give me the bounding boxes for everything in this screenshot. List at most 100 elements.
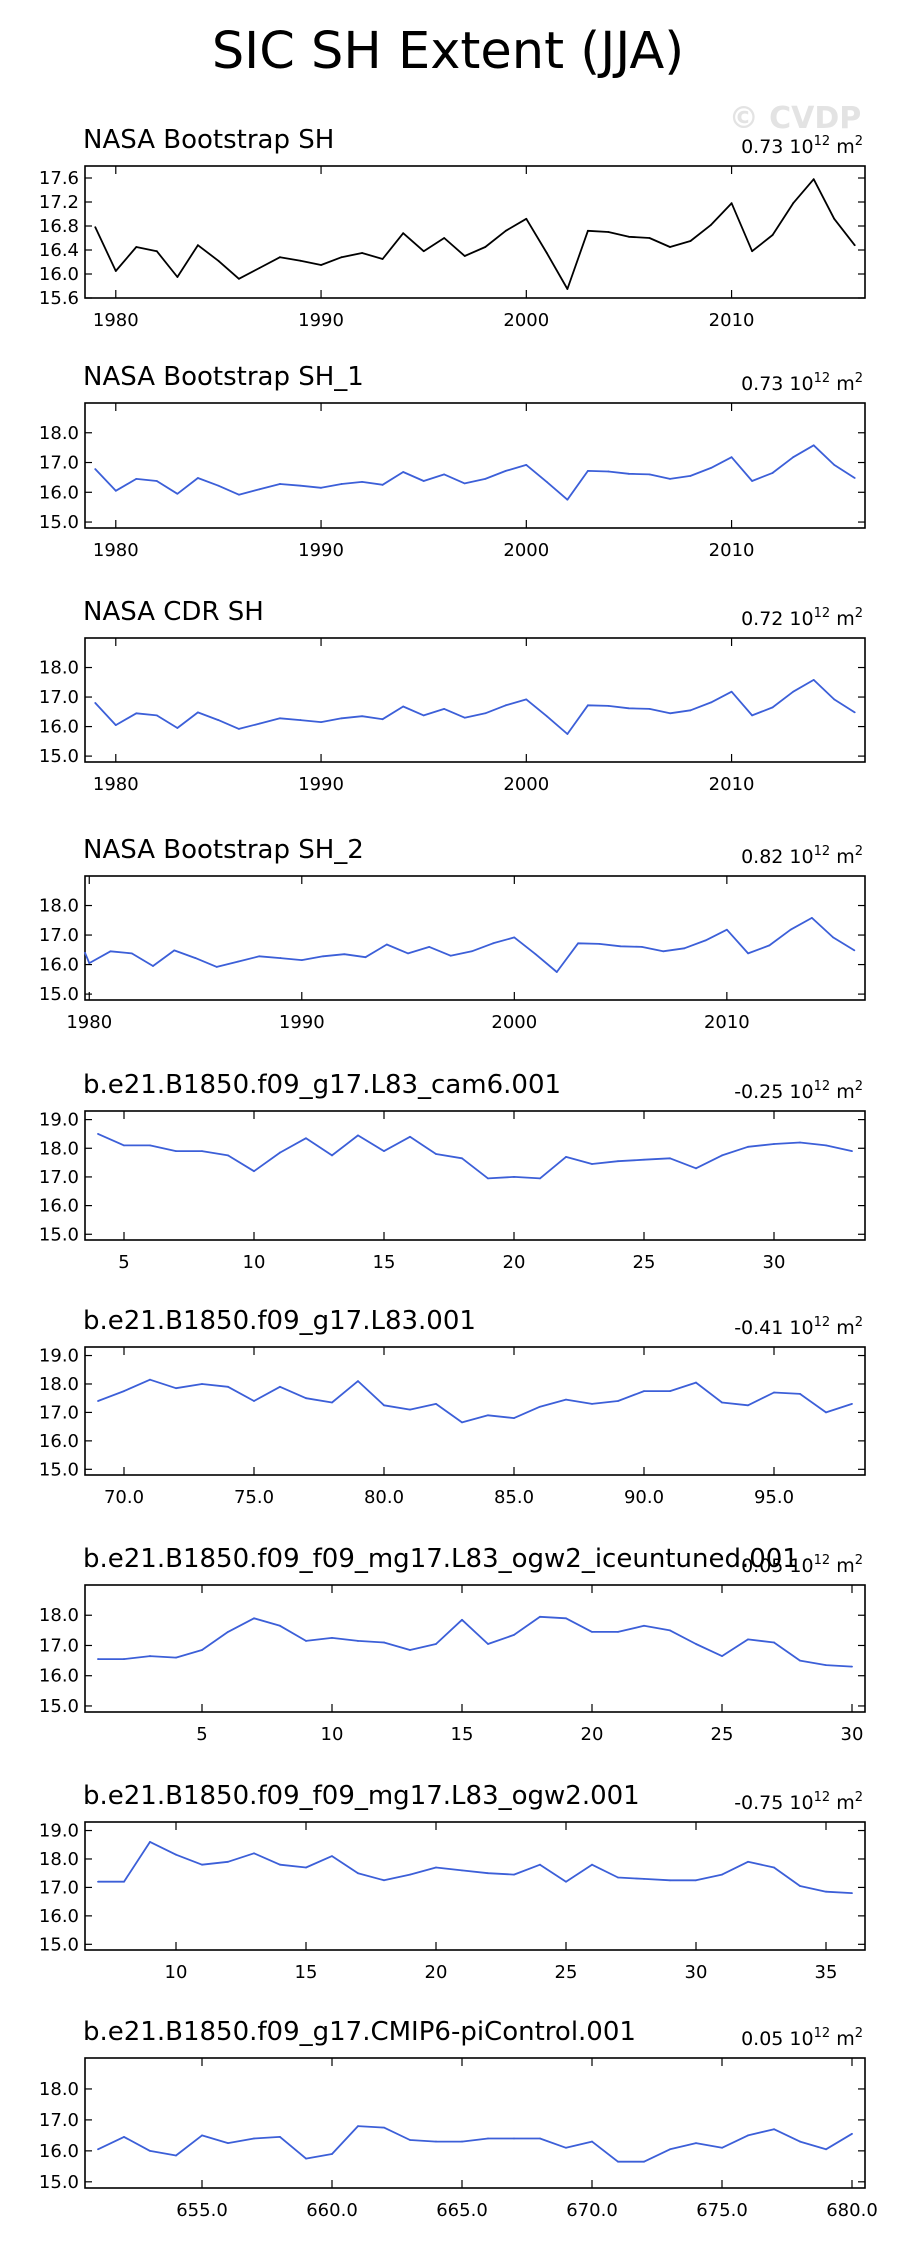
data-point: [669, 712, 671, 715]
data-point: [97, 1400, 99, 1402]
y-tick-label: 17.0: [39, 453, 79, 474]
data-point: [504, 469, 507, 472]
data-point: [299, 484, 302, 487]
data-point: [299, 719, 302, 721]
data-point: [402, 705, 405, 708]
data-point: [577, 942, 579, 945]
data-point: [422, 250, 425, 253]
x-tick-label: 30: [685, 1962, 708, 1983]
data-point: [525, 464, 528, 466]
trend-unit-exponent: 2: [855, 1790, 863, 1805]
data-point: [253, 1617, 255, 1620]
data-point: [832, 936, 835, 939]
x-tick-label: 85.0: [494, 1487, 534, 1508]
data-point: [305, 1640, 307, 1642]
data-point: [487, 1177, 489, 1180]
y-tick-label: 19.0: [39, 1346, 79, 1367]
data-point: [331, 1154, 333, 1157]
y-tick-label: 15.0: [39, 1696, 79, 1717]
plot-frame: [84, 637, 866, 763]
data-point: [565, 2146, 567, 2149]
x-tick-label: 25: [555, 1962, 578, 1983]
panel-6: b.e21.B1850.f09_g17.L83.001 -0.41 1012 m2…: [39, 1306, 866, 1508]
plot-frame: [84, 1110, 866, 1241]
x-tick-label: 25: [711, 1724, 734, 1745]
data-point: [598, 943, 601, 945]
data-point: [435, 2140, 437, 2143]
data-point: [513, 1176, 515, 1178]
data-point: [617, 1630, 619, 1633]
data-point: [643, 1877, 645, 1880]
data-point: [123, 1390, 125, 1392]
data-point: [175, 1656, 177, 1659]
data-point: [513, 936, 516, 939]
data-point: [217, 484, 220, 487]
data-point: [747, 1638, 749, 1641]
data-point: [383, 1404, 385, 1407]
data-point: [357, 2125, 359, 2127]
data-point: [851, 1402, 853, 1405]
trend-value: 0.73: [741, 373, 783, 395]
x-tick-label: 95.0: [754, 1487, 794, 1508]
data-point: [279, 1863, 281, 1866]
x-tick-label: 30: [763, 1252, 786, 1273]
x-tick-label: 665.0: [436, 2200, 488, 2221]
x-tick-label: 15: [295, 1962, 318, 1983]
y-tick-label: 15.0: [39, 746, 79, 767]
panel-title: b.e21.B1850.f09_g17.L83_cam6.001: [83, 1070, 561, 1100]
data-point: [409, 1649, 411, 1651]
data-point: [94, 702, 97, 704]
panel-2: NASA Bootstrap SH_1 0.73 1012 m2 15.0 16.0 1…: [39, 362, 866, 561]
data-point: [155, 714, 158, 717]
data-point: [484, 246, 487, 248]
data-point: [504, 229, 507, 232]
trend-prefix: 10: [789, 1317, 813, 1339]
x-tick-label: 5: [196, 1724, 207, 1745]
y-tick-label: 15.0: [39, 512, 79, 533]
trend-value: 0.82: [741, 846, 783, 868]
data-point: [135, 712, 138, 715]
data-point: [825, 1144, 827, 1147]
trend-prefix: 10: [789, 2028, 813, 2050]
series-line: [97, 2125, 853, 2163]
x-tick-label: 10: [321, 1724, 344, 1745]
data-point: [792, 202, 795, 205]
y-tick-label: 17.0: [39, 925, 79, 946]
x-tick-label: 675.0: [696, 2200, 748, 2221]
x-tick-label: 1990: [298, 310, 344, 331]
y-tick-label: 16.0: [39, 1431, 79, 1452]
trend-unit: m: [836, 1792, 855, 1814]
data-point: [773, 1641, 775, 1644]
data-point: [648, 237, 651, 239]
data-point: [123, 2136, 125, 2138]
data-point: [196, 711, 199, 714]
data-point: [773, 1391, 775, 1394]
y-tick-label: 16.0: [39, 955, 79, 976]
data-point: [94, 468, 97, 470]
data-point: [340, 256, 343, 259]
data-point: [331, 1637, 333, 1639]
data-point: [201, 1383, 203, 1385]
y-tick-label: 16.0: [39, 264, 79, 285]
y-tick-label: 15.0: [39, 1934, 79, 1955]
data-point: [422, 714, 425, 717]
data-point: [640, 945, 643, 948]
data-point: [175, 1853, 177, 1856]
data-point: [617, 1876, 619, 1879]
trend-unit: m: [836, 136, 855, 158]
data-point: [710, 701, 712, 704]
x-tick-label: 70.0: [104, 1487, 144, 1508]
data-point: [383, 1879, 385, 1882]
data-point: [851, 1892, 853, 1895]
trend-prefix: 10: [789, 1792, 813, 1814]
data-point: [669, 477, 671, 480]
panel-1: NASA Bootstrap SH 0.73 1012 m2 15.6 16.0 16.…: [39, 125, 866, 331]
data-point: [492, 942, 494, 945]
y-tick-label: 17.0: [39, 1402, 79, 1423]
data-point: [217, 719, 220, 721]
trend-prefix: 10: [789, 608, 813, 630]
x-tick-label: 20: [425, 1962, 448, 1983]
panel-trend-label: 0.05 1012 m2: [741, 1553, 863, 1577]
data-point: [435, 1643, 437, 1645]
data-point: [853, 244, 856, 247]
